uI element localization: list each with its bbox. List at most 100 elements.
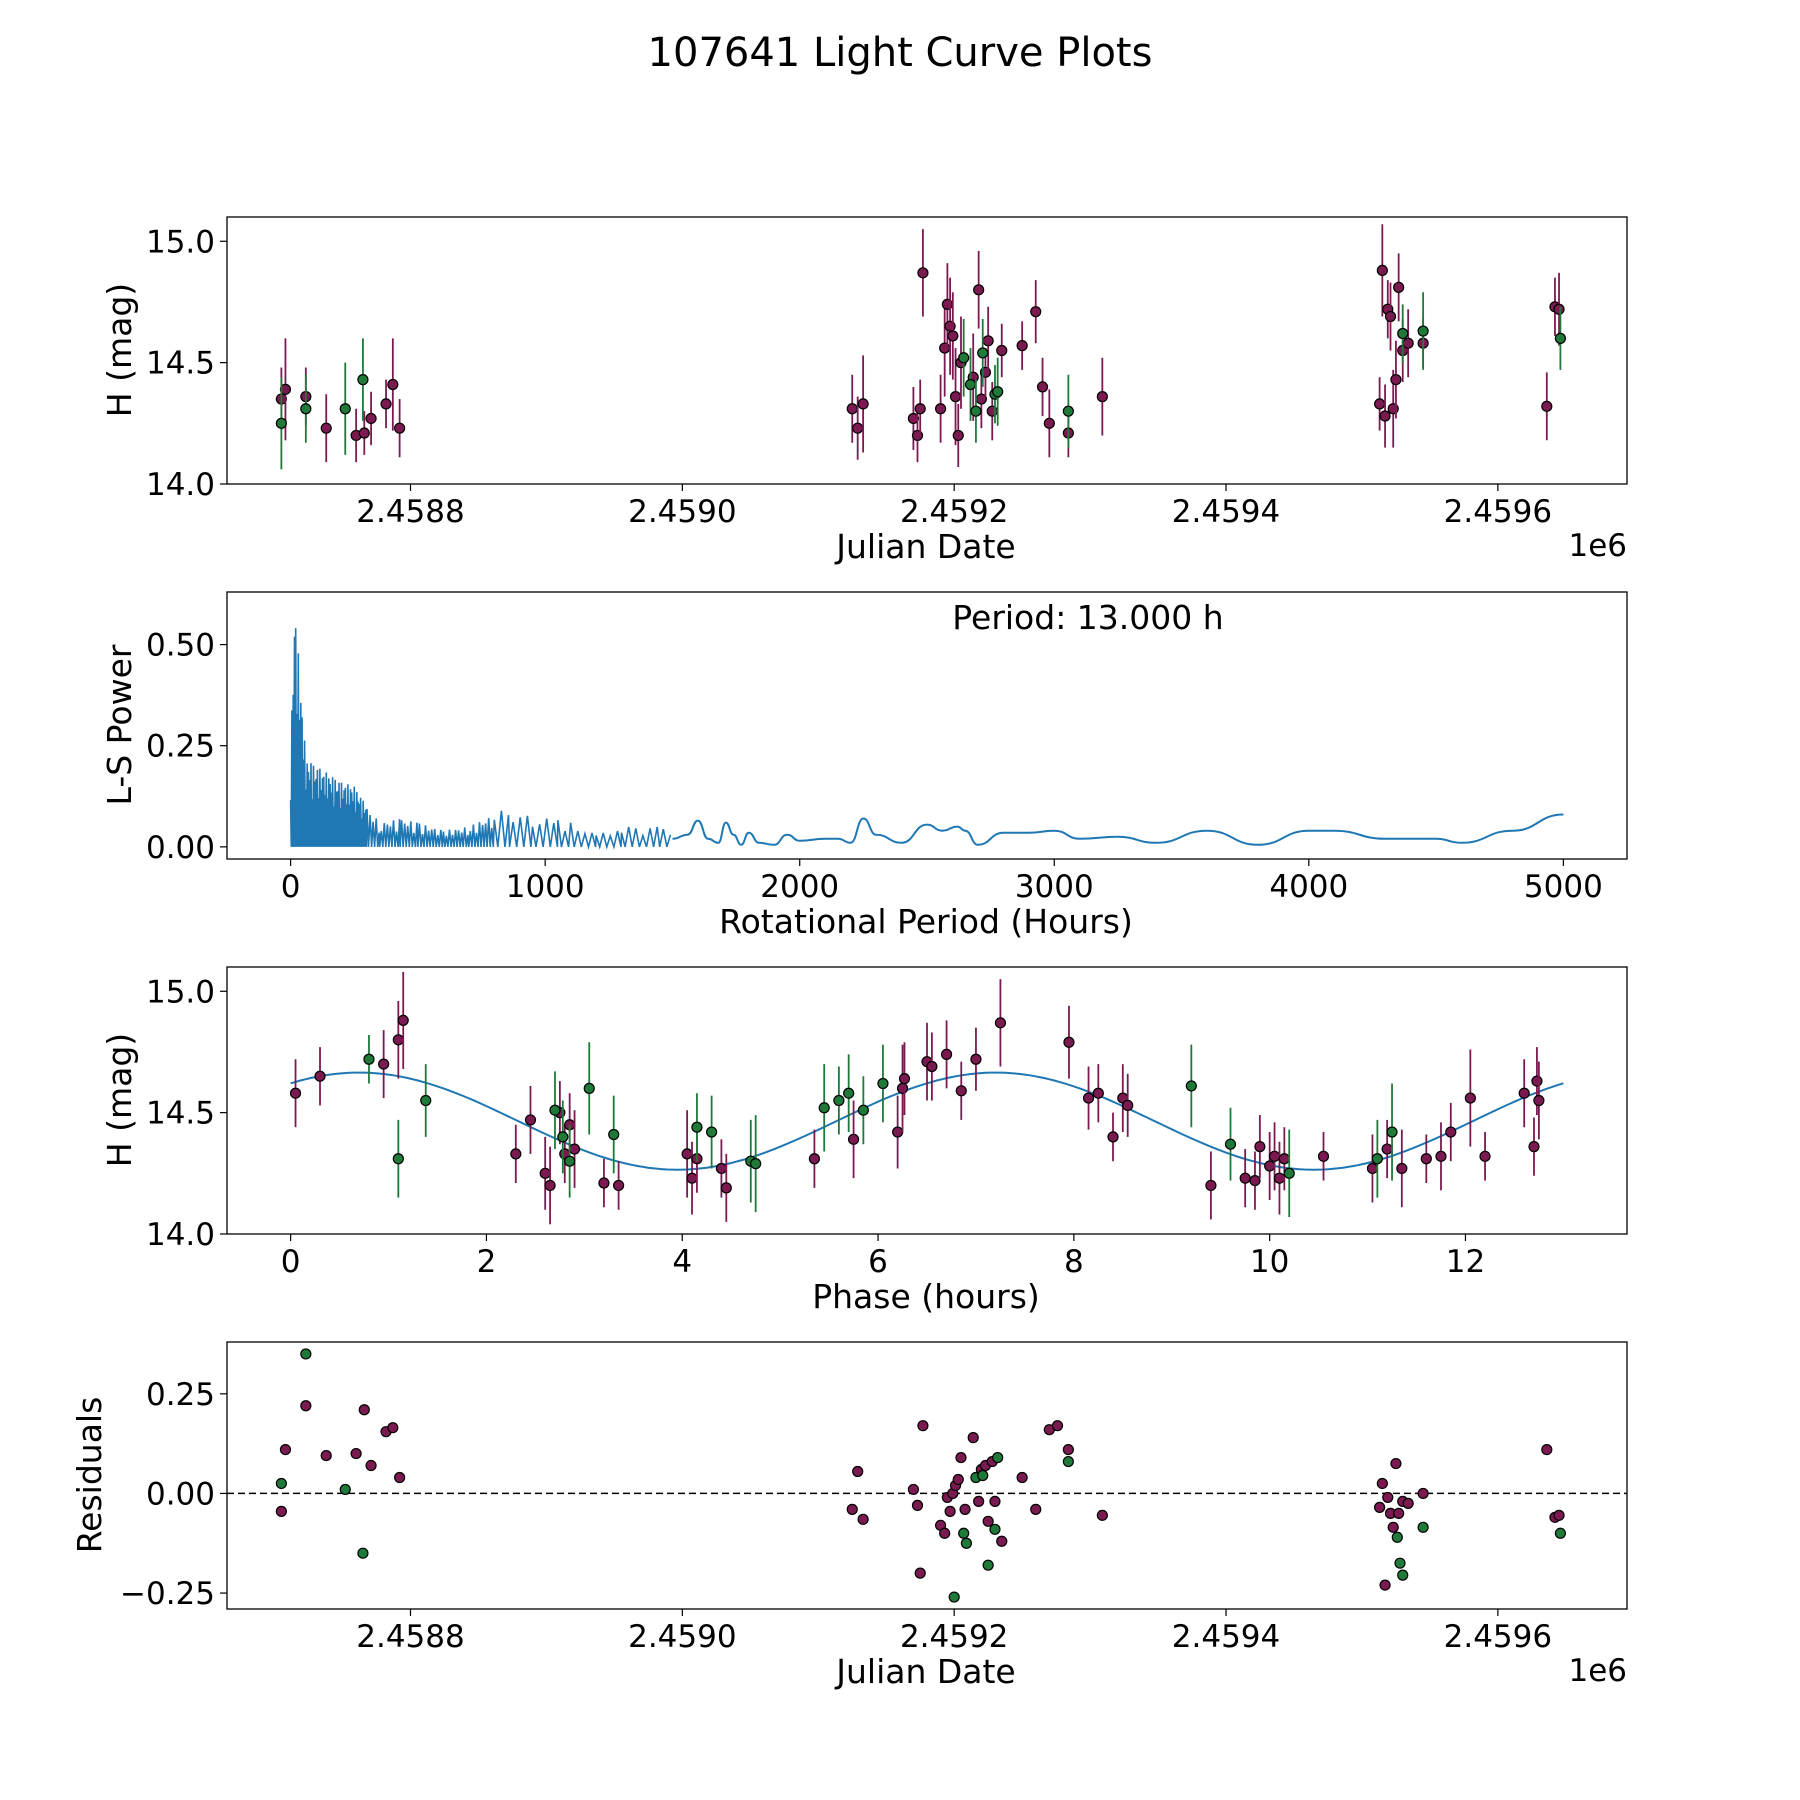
y-tick-label: 0.25 bbox=[146, 1377, 215, 1413]
data-point bbox=[989, 1523, 1001, 1535]
data-point bbox=[973, 1495, 985, 1508]
x-tick-label: 3000 bbox=[1015, 869, 1094, 905]
data-point bbox=[857, 1513, 869, 1525]
data-point bbox=[314, 1070, 326, 1082]
x-tick-label: 2.4592 bbox=[900, 1619, 1008, 1655]
data-point bbox=[970, 405, 982, 417]
data-point bbox=[608, 1128, 620, 1141]
data-point bbox=[989, 1495, 1001, 1508]
data-point bbox=[320, 422, 332, 434]
data-point bbox=[994, 1017, 1007, 1029]
data-point bbox=[914, 403, 926, 415]
data-point bbox=[357, 374, 369, 386]
data-point bbox=[613, 1179, 625, 1192]
data-point bbox=[289, 1087, 302, 1099]
data-point bbox=[320, 1449, 332, 1462]
data-point bbox=[1397, 327, 1409, 340]
data-point bbox=[1528, 1141, 1540, 1153]
phased-x-ticks: 0 2 4 6 8 10 12 bbox=[281, 1234, 1485, 1280]
x-tick-label: 5000 bbox=[1524, 869, 1603, 905]
data-point bbox=[681, 1148, 693, 1160]
data-point bbox=[852, 1465, 864, 1478]
data-point bbox=[1553, 1509, 1565, 1521]
x-tick-label: 2.4590 bbox=[628, 494, 736, 530]
data-point bbox=[1016, 340, 1028, 352]
data-point bbox=[896, 1082, 909, 1094]
data-point bbox=[982, 1515, 994, 1527]
data-point bbox=[833, 1094, 845, 1107]
data-point bbox=[917, 1420, 929, 1432]
y-tick-label: 0.25 bbox=[146, 729, 215, 765]
data-point bbox=[363, 1053, 375, 1065]
data-point bbox=[1264, 1160, 1276, 1172]
data-point bbox=[1239, 1172, 1251, 1184]
data-point bbox=[852, 422, 864, 434]
data-point bbox=[1051, 1420, 1064, 1432]
data-point bbox=[524, 1114, 537, 1126]
data-point bbox=[952, 429, 964, 442]
data-point bbox=[358, 427, 370, 439]
data-point bbox=[420, 1094, 432, 1107]
data-point bbox=[706, 1126, 718, 1138]
data-point bbox=[1393, 1507, 1405, 1519]
data-point bbox=[1554, 332, 1566, 344]
periodogram-panel: 0 1000 2000 3000 4000 5000 0.00 0.25 0.50 Perio… bbox=[100, 591, 1628, 941]
data-point bbox=[1082, 1092, 1095, 1104]
data-point bbox=[996, 344, 1008, 357]
data-point bbox=[598, 1177, 610, 1189]
x-tick-label: 12 bbox=[1446, 1244, 1485, 1280]
y-tick-label: 15.0 bbox=[146, 974, 215, 1010]
phased-y-ticks: 14.0 14.5 15.0 bbox=[146, 974, 227, 1253]
y-tick-label: 14.0 bbox=[146, 467, 215, 503]
data-point bbox=[1417, 325, 1429, 337]
data-point bbox=[300, 1348, 312, 1360]
lightcurve-x-label: Julian Date bbox=[834, 527, 1016, 566]
data-point bbox=[539, 1167, 551, 1179]
period-annotation: Period: 13.000 h bbox=[952, 598, 1223, 637]
data-point bbox=[1254, 1141, 1266, 1153]
data-point bbox=[977, 1469, 989, 1482]
x-tick-label: 2.4588 bbox=[356, 494, 464, 530]
data-point bbox=[992, 1451, 1004, 1464]
data-point bbox=[564, 1155, 576, 1167]
data-point bbox=[958, 1527, 970, 1539]
data-point bbox=[1479, 1150, 1491, 1162]
data-point bbox=[977, 347, 989, 359]
data-point bbox=[1390, 1457, 1402, 1470]
data-point bbox=[907, 1483, 920, 1496]
data-point bbox=[947, 330, 959, 342]
data-point bbox=[944, 1505, 956, 1517]
data-point bbox=[1376, 264, 1388, 276]
periodogram-y-label: L-S Power bbox=[100, 644, 139, 805]
data-point bbox=[1384, 310, 1397, 323]
data-point bbox=[1402, 337, 1414, 349]
data-point bbox=[877, 1077, 889, 1090]
data-point bbox=[1541, 400, 1553, 412]
data-point bbox=[955, 1085, 967, 1097]
data-point bbox=[357, 1547, 369, 1559]
data-point bbox=[911, 1499, 924, 1511]
data-point bbox=[1396, 1162, 1408, 1175]
periodogram-dense-line bbox=[289, 628, 672, 851]
lightcurve-panel: 2.4588 2.4590 2.4592 2.4594 2.4596 14.014.51… bbox=[100, 216, 1628, 566]
data-point bbox=[846, 1503, 858, 1515]
data-point bbox=[857, 1104, 869, 1116]
y-tick-label: 14.5 bbox=[146, 346, 215, 382]
data-point bbox=[1420, 1153, 1432, 1165]
data-point bbox=[1393, 281, 1405, 293]
data-point bbox=[1533, 1094, 1545, 1107]
phased-x-label: Phase (hours) bbox=[812, 1277, 1040, 1316]
data-point bbox=[914, 1567, 926, 1579]
data-point bbox=[1283, 1167, 1295, 1179]
data-point bbox=[892, 1126, 904, 1138]
x-tick-label: 6 bbox=[868, 1244, 888, 1280]
data-point bbox=[1268, 1150, 1281, 1162]
data-point bbox=[279, 383, 292, 395]
residuals-y-ticks: −0.25 0.00 0.25 bbox=[120, 1377, 227, 1612]
residuals-panel: 2.4588 2.4590 2.4592 2.4594 2.4596 −0.25 0.00… bbox=[70, 1341, 1628, 1691]
data-point bbox=[1402, 1497, 1414, 1509]
data-point bbox=[1435, 1150, 1447, 1162]
data-point bbox=[510, 1148, 522, 1160]
lightcurve-y-ticks: 14.0 14.5 15.0 bbox=[146, 224, 227, 503]
